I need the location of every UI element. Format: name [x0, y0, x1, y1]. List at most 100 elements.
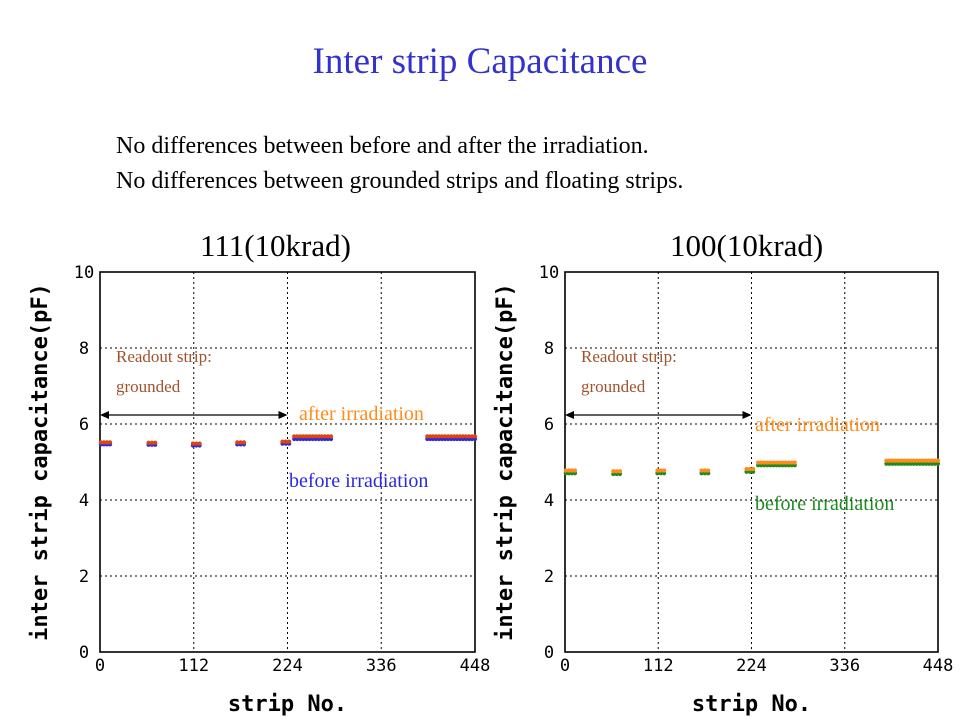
readout-label-line-2: grounded	[116, 377, 181, 396]
data-point	[328, 434, 334, 439]
data-point	[569, 468, 575, 473]
data-point	[935, 458, 941, 463]
data-point	[789, 460, 794, 465]
before-irradiation-label: before irradiation	[289, 470, 428, 492]
data-point	[884, 461, 889, 466]
data-point	[759, 460, 764, 465]
data-point	[101, 440, 107, 445]
x-tick-label: 0	[95, 656, 105, 676]
data-point	[890, 461, 895, 466]
data-point	[425, 434, 430, 439]
y-tick-label: 2	[79, 567, 89, 587]
data-point	[295, 434, 300, 439]
x-tick-label: 112	[643, 656, 674, 676]
data-point	[774, 460, 779, 465]
after-irradiation-label: after irradiation	[299, 403, 424, 425]
data-point	[431, 434, 436, 439]
data-point	[926, 461, 931, 466]
data-point	[455, 434, 460, 439]
data-point	[699, 468, 704, 473]
data-point	[437, 434, 442, 439]
readout-arrow-head-right	[278, 411, 288, 419]
data-point	[932, 461, 938, 466]
data-point	[197, 441, 202, 446]
data-point	[896, 458, 901, 463]
data-point	[457, 434, 463, 439]
data-point	[469, 434, 475, 439]
y-tick-label: 4	[544, 491, 554, 511]
data-point	[287, 439, 292, 444]
data-point	[756, 460, 761, 465]
data-point	[786, 460, 791, 465]
data-point	[235, 440, 240, 445]
data-point	[926, 458, 931, 463]
data-point	[440, 434, 445, 439]
data-point	[149, 440, 154, 445]
data-point	[449, 434, 454, 439]
data-point	[932, 458, 938, 463]
data-point	[920, 458, 925, 463]
data-point	[310, 434, 315, 439]
data-point	[304, 434, 309, 439]
data-point	[914, 461, 919, 466]
data-point	[887, 461, 892, 466]
data-point	[768, 460, 773, 465]
after-irradiation-label: after irradiation	[755, 414, 880, 436]
data-point	[899, 458, 904, 463]
data-point	[751, 466, 756, 472]
data-point	[614, 469, 619, 474]
data-point	[771, 460, 776, 465]
data-point	[617, 469, 623, 474]
x-tick-label: 224	[736, 656, 767, 676]
y-tick-label: 6	[79, 415, 89, 435]
data-point	[917, 461, 922, 466]
data-point	[572, 468, 578, 473]
y-tick-label: 0	[79, 643, 89, 663]
data-point	[905, 461, 910, 466]
data-point	[887, 458, 892, 463]
data-point	[893, 458, 898, 463]
data-point	[908, 461, 913, 466]
data-point	[702, 468, 707, 473]
data-point	[443, 434, 448, 439]
y-tick-label: 6	[544, 415, 554, 435]
data-point	[929, 461, 935, 466]
data-point	[783, 460, 788, 465]
readout-arrow-head-left	[565, 411, 574, 419]
data-point	[661, 468, 667, 473]
data-point	[434, 434, 439, 439]
data-point	[472, 434, 478, 439]
y-tick-label: 0	[544, 643, 554, 663]
y-tick-label: 4	[79, 491, 89, 511]
readout-label-line-2: grounded	[581, 377, 646, 396]
data-point	[452, 434, 457, 439]
data-point	[899, 461, 904, 466]
data-point	[747, 466, 752, 472]
data-point	[893, 461, 898, 466]
data-point	[322, 434, 327, 439]
data-point	[146, 440, 151, 445]
data-point	[792, 460, 797, 465]
data-point	[923, 458, 928, 463]
readout-label-line-1: Readout strip:	[116, 347, 212, 366]
right-plot-title: 100(10krad)	[670, 228, 824, 263]
data-point	[238, 440, 243, 445]
y-tick-label: 2	[544, 567, 554, 587]
x-axis-label: strip No.	[692, 692, 811, 717]
data-point	[902, 458, 907, 463]
y-tick-label: 8	[544, 339, 554, 359]
data-point	[902, 461, 907, 466]
x-tick-label: 336	[829, 656, 860, 676]
y-tick-label: 10	[539, 263, 559, 283]
data-point	[313, 434, 318, 439]
data-point	[914, 458, 919, 463]
data-point	[908, 458, 913, 463]
slide-title: Inter strip Capacitance	[312, 41, 648, 82]
data-point	[920, 461, 925, 466]
data-point	[190, 441, 196, 446]
data-point	[241, 440, 247, 445]
y-tick-label: 10	[74, 263, 94, 283]
x-tick-label: 0	[560, 656, 570, 676]
x-tick-label: 448	[460, 656, 491, 676]
data-point	[325, 434, 331, 439]
